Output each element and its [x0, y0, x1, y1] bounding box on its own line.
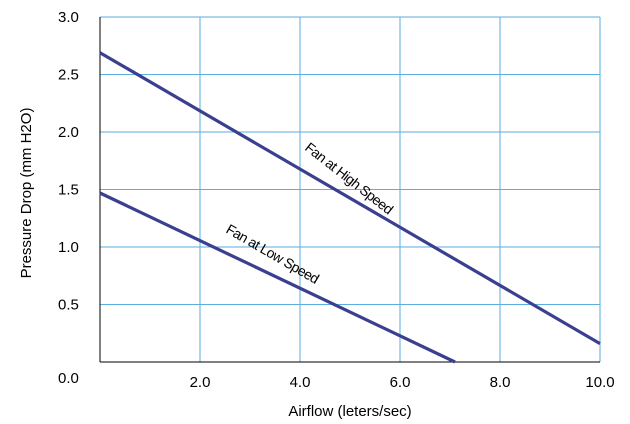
y-tick-label: 3.0 — [58, 9, 79, 26]
plot-frame — [99, 16, 601, 363]
y-tick-label: 2.0 — [58, 124, 79, 141]
x-tick-label: 8.0 — [490, 374, 511, 391]
y-tick-label: 1.0 — [58, 239, 79, 256]
x-tick-label: 2.0 — [190, 374, 211, 391]
y-tick-label: 2.5 — [58, 67, 79, 84]
x-tick-labels: 2.0 4.0 6.0 8.0 10.0 — [190, 374, 615, 391]
series-line-high-speed — [99, 51, 601, 345]
series-line-low-speed — [99, 191, 456, 364]
y-tick-label: 0.0 — [58, 370, 79, 387]
y-tick-labels: 0.0 0.5 1.0 1.5 2.0 2.5 3.0 — [58, 9, 79, 387]
x-tick-label: 10.0 — [585, 374, 614, 391]
x-tick-label: 4.0 — [290, 374, 311, 391]
y-tick-label: 1.5 — [58, 182, 79, 199]
series-lines — [99, 51, 601, 364]
x-axis-label: Airflow (leters/sec) — [288, 403, 411, 420]
x-tick-label: 6.0 — [390, 374, 411, 391]
y-axis-label: Pressure Drop (mm H2O) — [18, 108, 35, 279]
y-tick-label: 0.5 — [58, 297, 79, 314]
grid-lines — [100, 17, 600, 362]
